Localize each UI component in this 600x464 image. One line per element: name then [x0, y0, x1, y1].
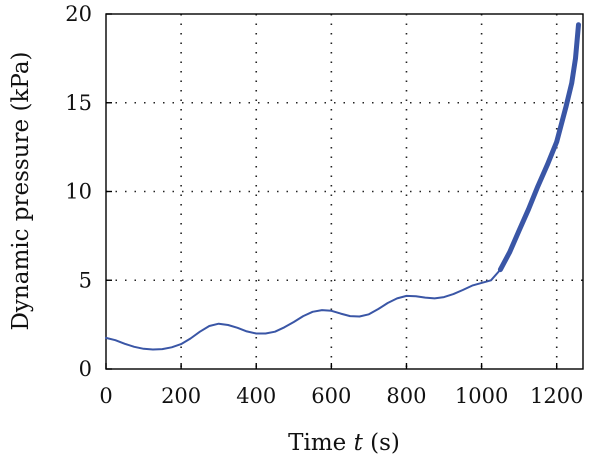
x-tick-label: 800: [386, 384, 426, 408]
x-tick-label: 600: [311, 384, 351, 408]
dynamic-pressure-series-line: [105, 23, 580, 351]
x-axis-label: Time t (s): [288, 430, 400, 456]
y-tick-label: 10: [65, 180, 92, 204]
y-tick-label: 5: [79, 268, 92, 292]
dynamic-pressure-series-band: [497, 22, 581, 273]
axis-ticks: [105, 13, 558, 370]
x-tick-label: 200: [161, 384, 201, 408]
y-tick-label: 20: [65, 2, 92, 26]
x-tick-label: 1200: [530, 384, 583, 408]
x-tick-label: 0: [99, 384, 112, 408]
y-tick-label: 15: [65, 91, 92, 115]
y-axis-label: Dynamic pressure (kPa): [8, 51, 34, 330]
y-tick-label: 0: [79, 357, 92, 381]
x-tick-label: 400: [236, 384, 276, 408]
tick-labels: 0 200 400 600 800 1000 1200 0 5 10 15 20: [65, 2, 583, 408]
x-tick-label: 1000: [455, 384, 508, 408]
gridlines: [106, 14, 583, 369]
